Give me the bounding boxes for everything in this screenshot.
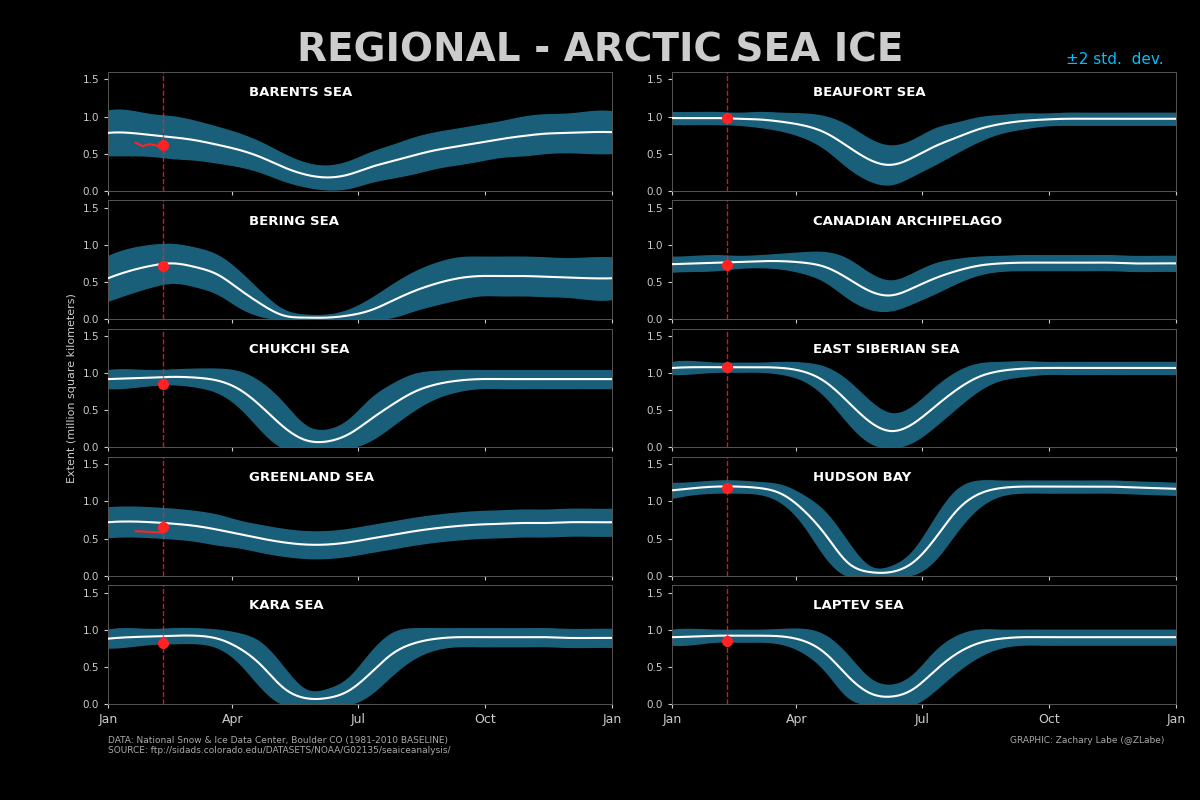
- Text: DATA: National Snow & Ice Data Center, Boulder CO (1981-2010 BASELINE)
SOURCE: f: DATA: National Snow & Ice Data Center, B…: [108, 736, 450, 755]
- Text: BERING SEA: BERING SEA: [250, 214, 340, 227]
- Text: BARENTS SEA: BARENTS SEA: [250, 86, 353, 99]
- Text: EAST SIBERIAN SEA: EAST SIBERIAN SEA: [814, 343, 960, 356]
- Text: ±2 std.  dev.: ±2 std. dev.: [1067, 52, 1164, 67]
- Text: BEAUFORT SEA: BEAUFORT SEA: [814, 86, 926, 99]
- Text: HUDSON BAY: HUDSON BAY: [814, 471, 912, 484]
- Text: KARA SEA: KARA SEA: [250, 599, 324, 613]
- Text: GRAPHIC: Zachary Labe (@ZLabe): GRAPHIC: Zachary Labe (@ZLabe): [1009, 736, 1164, 745]
- Text: REGIONAL - ARCTIC SEA ICE: REGIONAL - ARCTIC SEA ICE: [296, 32, 904, 70]
- Text: CANADIAN ARCHIPELAGO: CANADIAN ARCHIPELAGO: [814, 214, 1002, 227]
- Y-axis label: Extent (million square kilometers): Extent (million square kilometers): [67, 293, 77, 483]
- Text: GREENLAND SEA: GREENLAND SEA: [250, 471, 374, 484]
- Text: CHUKCHI SEA: CHUKCHI SEA: [250, 343, 349, 356]
- Text: LAPTEV SEA: LAPTEV SEA: [814, 599, 904, 613]
